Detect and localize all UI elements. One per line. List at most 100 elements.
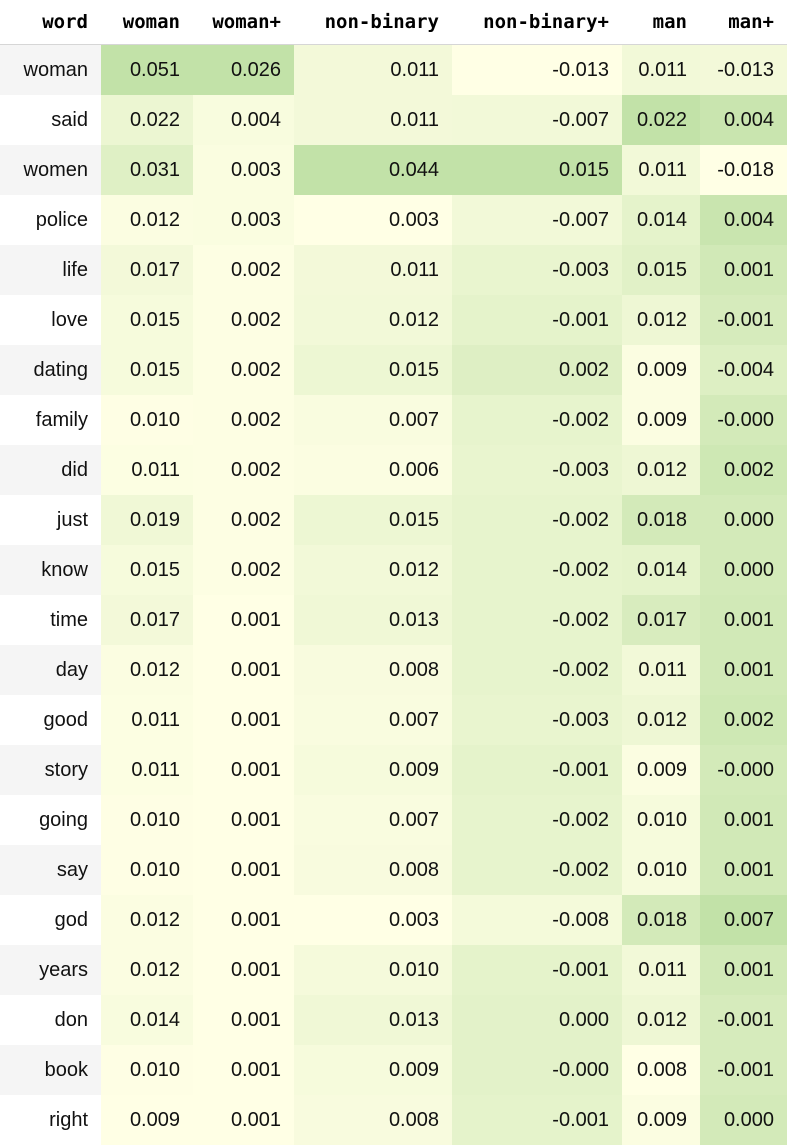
value-cell: 0.010 [294,945,452,995]
row-word-label: day [0,645,101,695]
value-cell: 0.015 [101,295,193,345]
value-cell: 0.008 [294,645,452,695]
value-cell: 0.012 [622,695,700,745]
value-cell: -0.003 [452,445,622,495]
value-cell: 0.009 [622,1095,700,1145]
column-header-man: man [622,0,700,45]
value-cell: 0.026 [193,45,294,96]
row-word-label: years [0,945,101,995]
value-cell: 0.001 [700,645,787,695]
value-cell: 0.003 [193,145,294,195]
value-cell: 0.000 [452,995,622,1045]
value-cell: 0.009 [622,745,700,795]
value-cell: 0.001 [700,795,787,845]
value-cell: -0.002 [452,845,622,895]
value-cell: -0.002 [452,545,622,595]
column-header-word: word [0,0,101,45]
value-cell: -0.001 [452,1095,622,1145]
row-word-label: woman [0,45,101,96]
row-word-label: said [0,95,101,145]
value-cell: 0.009 [622,395,700,445]
row-word-label: story [0,745,101,795]
column-header-non-binary: non-binary [294,0,452,45]
value-cell: -0.018 [700,145,787,195]
value-cell: -0.002 [452,595,622,645]
value-cell: 0.001 [193,795,294,845]
value-cell: 0.015 [622,245,700,295]
value-cell: 0.001 [193,995,294,1045]
value-cell: 0.007 [294,395,452,445]
value-cell: -0.001 [452,295,622,345]
value-cell: 0.004 [700,95,787,145]
row-word-label: going [0,795,101,845]
value-cell: 0.013 [294,595,452,645]
value-cell: 0.012 [294,545,452,595]
value-cell: 0.010 [622,845,700,895]
value-cell: -0.001 [700,995,787,1045]
value-cell: -0.002 [452,645,622,695]
value-cell: -0.007 [452,195,622,245]
value-cell: 0.003 [294,195,452,245]
value-cell: 0.019 [101,495,193,545]
row-word-label: dating [0,345,101,395]
row-word-label: don [0,995,101,1045]
value-cell: -0.001 [700,295,787,345]
row-word-label: say [0,845,101,895]
value-cell: 0.007 [294,795,452,845]
row-word-label: love [0,295,101,345]
value-cell: 0.002 [700,445,787,495]
row-word-label: good [0,695,101,745]
value-cell: -0.001 [452,945,622,995]
value-cell: 0.022 [101,95,193,145]
value-cell: 0.014 [622,545,700,595]
value-cell: 0.014 [622,195,700,245]
column-header-woman-plus: woman+ [193,0,294,45]
value-cell: 0.015 [101,345,193,395]
row-word-label: time [0,595,101,645]
value-cell: 0.013 [294,995,452,1045]
value-cell: -0.008 [452,895,622,945]
value-cell: 0.001 [193,895,294,945]
value-cell: 0.007 [700,895,787,945]
value-cell: 0.002 [193,545,294,595]
value-cell: 0.004 [700,195,787,245]
value-cell: 0.011 [101,445,193,495]
row-word-label: god [0,895,101,945]
row-word-label: family [0,395,101,445]
value-cell: 0.009 [622,345,700,395]
row-word-label: did [0,445,101,495]
value-cell: 0.002 [193,245,294,295]
value-cell: -0.001 [452,745,622,795]
value-cell: 0.001 [193,695,294,745]
value-cell: 0.012 [294,295,452,345]
value-cell: 0.012 [101,895,193,945]
value-cell: 0.008 [622,1045,700,1095]
value-cell: -0.000 [700,395,787,445]
value-cell: 0.018 [622,495,700,545]
value-cell: 0.044 [294,145,452,195]
value-cell: 0.001 [700,945,787,995]
row-word-label: know [0,545,101,595]
value-cell: 0.015 [294,345,452,395]
row-word-label: book [0,1045,101,1095]
value-cell: 0.000 [700,545,787,595]
value-cell: 0.051 [101,45,193,96]
value-cell: -0.000 [452,1045,622,1095]
value-cell: 0.010 [101,395,193,445]
value-cell: 0.001 [193,745,294,795]
value-cell: 0.002 [193,495,294,545]
